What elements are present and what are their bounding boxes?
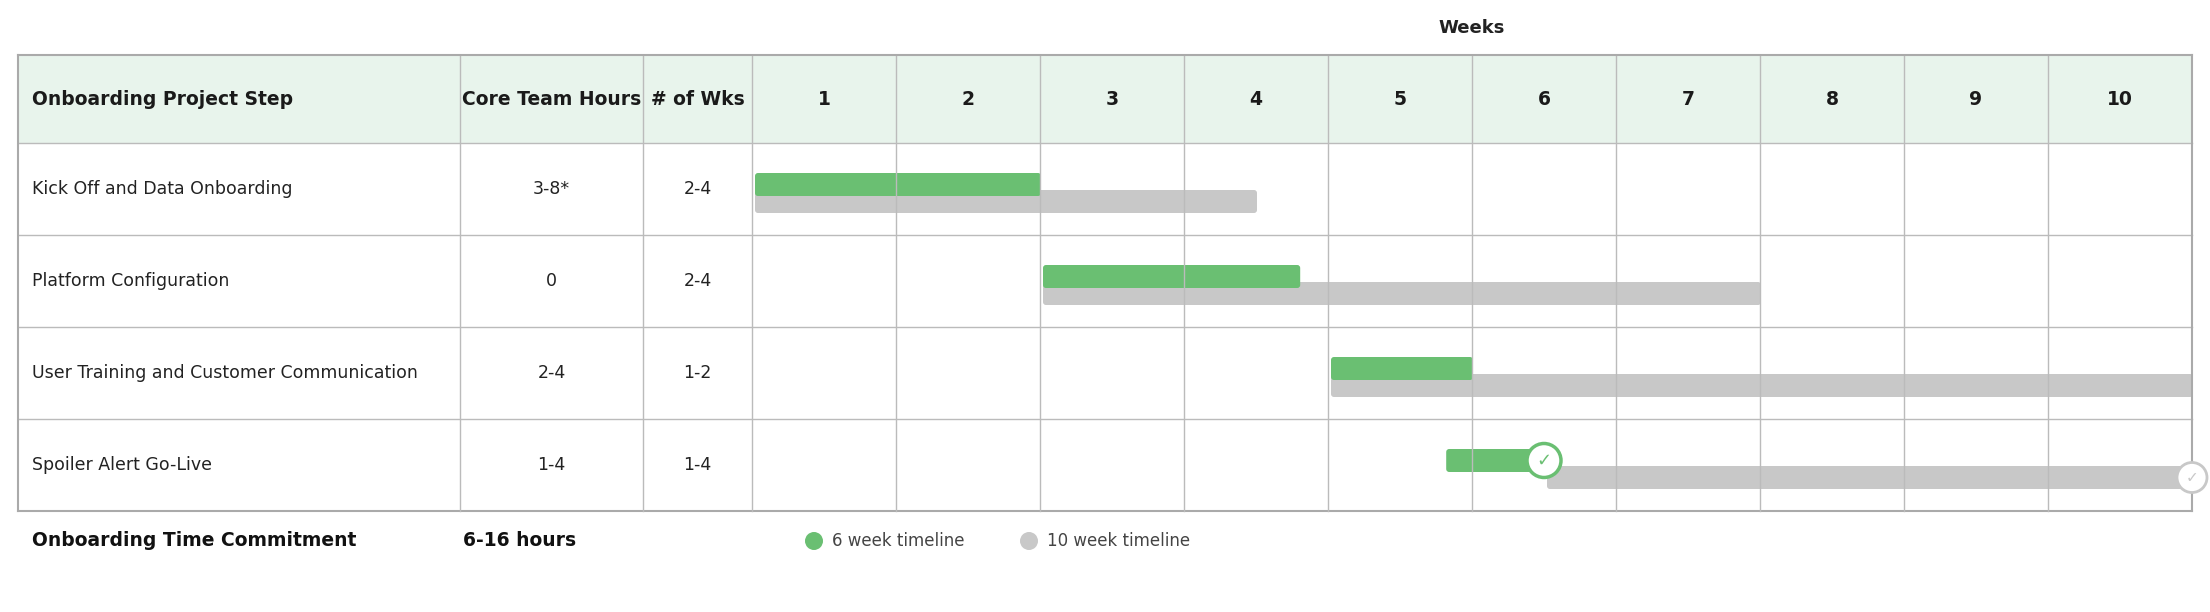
Text: Kick Off and Data Onboarding: Kick Off and Data Onboarding [31,180,292,198]
Text: 5: 5 [1395,89,1406,108]
Text: 6-16 hours: 6-16 hours [464,531,577,551]
Text: Core Team Hours: Core Team Hours [462,89,641,108]
Text: 0: 0 [546,272,557,290]
Text: 2-4: 2-4 [537,364,566,382]
Text: ✓: ✓ [1536,452,1551,469]
Text: ✓: ✓ [2186,470,2199,485]
Text: # of Wks: # of Wks [650,89,745,108]
Text: 8: 8 [1825,89,1839,108]
Text: 2-4: 2-4 [683,180,712,198]
Text: 1-2: 1-2 [683,364,712,382]
Text: Onboarding Time Commitment: Onboarding Time Commitment [31,531,356,551]
Text: 1: 1 [818,89,831,108]
Text: 6 week timeline: 6 week timeline [831,532,964,550]
Circle shape [1021,532,1039,550]
Bar [18,55,2192,143]
Text: 4: 4 [1249,89,1262,108]
Text: 7: 7 [1682,89,1695,108]
Text: 3: 3 [1105,89,1118,108]
Text: 10: 10 [2106,89,2133,108]
FancyBboxPatch shape [1445,449,1560,472]
Text: 1-4: 1-4 [683,456,712,474]
FancyBboxPatch shape [756,173,1041,196]
Text: 2: 2 [961,89,975,108]
FancyBboxPatch shape [1043,282,1761,305]
Text: 3-8*: 3-8* [533,180,570,198]
FancyBboxPatch shape [756,190,1257,213]
FancyBboxPatch shape [1330,374,2192,397]
Text: 1-4: 1-4 [537,456,566,474]
FancyBboxPatch shape [1043,265,1299,288]
Text: Spoiler Alert Go-Live: Spoiler Alert Go-Live [31,456,212,474]
Text: 2-4: 2-4 [683,272,712,290]
Text: Weeks: Weeks [1439,19,1505,37]
Text: 6: 6 [1538,89,1551,108]
Text: Onboarding Project Step: Onboarding Project Step [31,89,294,108]
Circle shape [2177,463,2208,493]
Text: User Training and Customer Communication: User Training and Customer Communication [31,364,418,382]
Text: Platform Configuration: Platform Configuration [31,272,230,290]
Text: 10 week timeline: 10 week timeline [1048,532,1191,550]
Circle shape [1527,444,1560,477]
Circle shape [804,532,822,550]
Text: 9: 9 [1969,89,1982,108]
FancyBboxPatch shape [1547,466,2192,489]
FancyBboxPatch shape [1330,357,1474,380]
